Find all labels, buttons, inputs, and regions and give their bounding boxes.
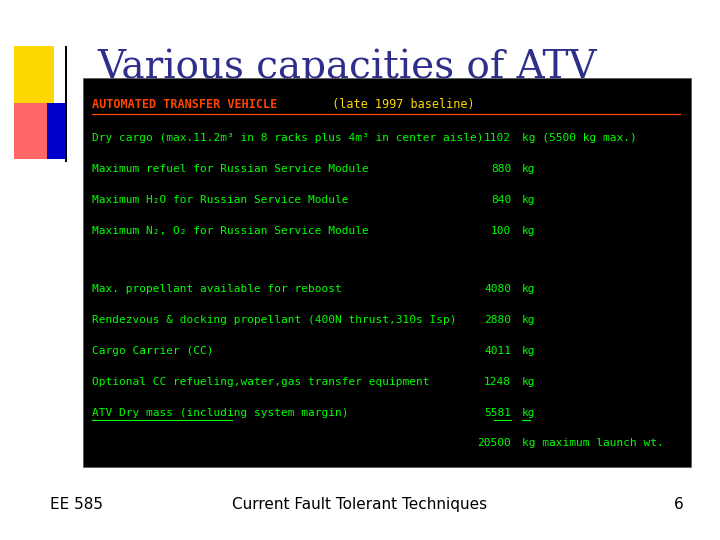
Text: Maximum H₂O for Russian Service Module: Maximum H₂O for Russian Service Module (92, 195, 348, 205)
Text: kg: kg (522, 408, 536, 417)
Text: Dry cargo (max.11.2m³ in 8 racks plus 4m³ in center aisle): Dry cargo (max.11.2m³ in 8 racks plus 4m… (92, 133, 484, 143)
Text: kg maximum launch wt.: kg maximum launch wt. (522, 438, 664, 448)
Text: kg: kg (522, 226, 536, 235)
Text: Maximum refuel for Russian Service Module: Maximum refuel for Russian Service Modul… (92, 164, 369, 174)
Text: Cargo Carrier (CC): Cargo Carrier (CC) (92, 346, 214, 356)
Text: 840: 840 (491, 195, 511, 205)
FancyBboxPatch shape (47, 103, 65, 159)
Text: Current Fault Tolerant Techniques: Current Fault Tolerant Techniques (233, 497, 487, 512)
Text: Optional CC refueling,water,gas transfer equipment: Optional CC refueling,water,gas transfer… (92, 377, 430, 387)
Text: kg: kg (522, 315, 536, 325)
Text: Rendezvous & docking propellant (400N thrust,310s Isp): Rendezvous & docking propellant (400N th… (92, 315, 456, 325)
Text: kg: kg (522, 377, 536, 387)
Text: 4011: 4011 (484, 346, 511, 356)
Text: 2880: 2880 (484, 315, 511, 325)
Text: Maximum N₂, O₂ for Russian Service Module: Maximum N₂, O₂ for Russian Service Modul… (92, 226, 369, 235)
Text: 6: 6 (674, 497, 684, 512)
Text: kg: kg (522, 285, 536, 294)
Text: 20500: 20500 (477, 438, 511, 448)
Text: kg: kg (522, 164, 536, 174)
Text: 1102: 1102 (484, 133, 511, 143)
Text: AUTOMATED TRANSFER VEHICLE: AUTOMATED TRANSFER VEHICLE (92, 98, 277, 111)
FancyBboxPatch shape (65, 46, 67, 162)
Text: kg: kg (522, 346, 536, 356)
Text: 1248: 1248 (484, 377, 511, 387)
Text: 880: 880 (491, 164, 511, 174)
Text: Max. propellant available for reboost: Max. propellant available for reboost (92, 285, 342, 294)
Text: kg: kg (522, 195, 536, 205)
Text: 5581: 5581 (484, 408, 511, 417)
FancyBboxPatch shape (14, 46, 54, 103)
Text: 4080: 4080 (484, 285, 511, 294)
Text: EE 585: EE 585 (50, 497, 104, 512)
FancyBboxPatch shape (14, 103, 47, 159)
Text: (late 1997 baseline): (late 1997 baseline) (325, 98, 474, 111)
Text: Various capacities of ATV: Various capacities of ATV (97, 49, 597, 86)
Text: kg (5500 kg max.): kg (5500 kg max.) (522, 133, 636, 143)
Text: 100: 100 (491, 226, 511, 235)
Text: ATV Dry mass (including system margin): ATV Dry mass (including system margin) (92, 408, 348, 417)
FancyBboxPatch shape (83, 78, 691, 467)
